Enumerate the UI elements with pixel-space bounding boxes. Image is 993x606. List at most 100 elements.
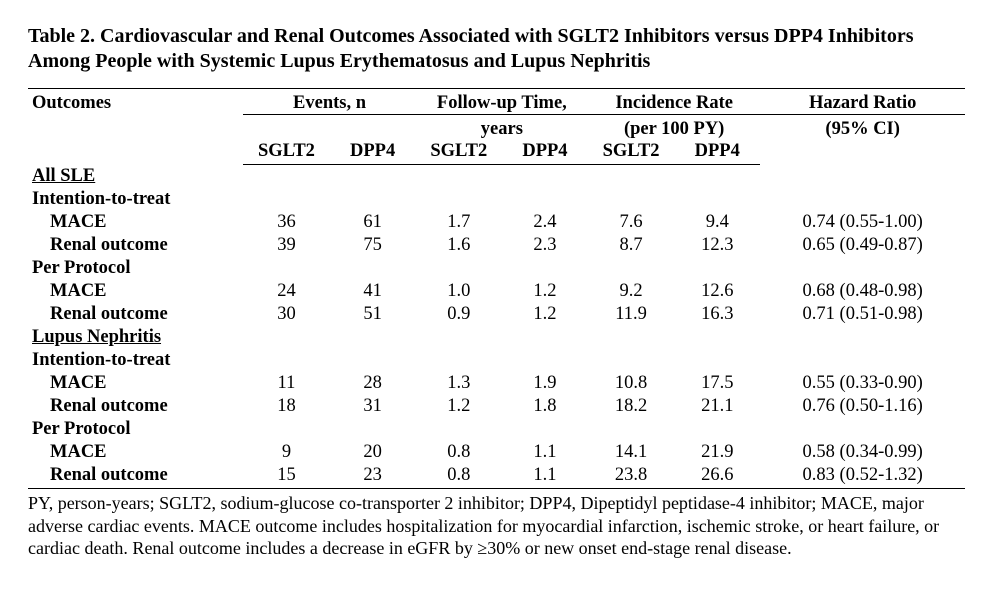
table-row: Renal outcome39751.62.38.712.30.65 (0.49… — [28, 234, 965, 257]
cell-events-dpp4: 23 — [330, 464, 416, 489]
cell-ir-dpp4: 21.9 — [674, 441, 760, 464]
cell-fu-sglt2: 0.8 — [416, 464, 502, 489]
outcomes-table: Outcomes Events, n Follow-up Time, Incid… — [28, 88, 965, 489]
col-incidence-l1: Incidence Rate — [588, 89, 760, 115]
cell-hr: 0.76 (0.50-1.16) — [760, 395, 965, 418]
analysis-label: Per Protocol — [28, 257, 965, 280]
analysis-row: Intention-to-treat — [28, 188, 965, 211]
cell-events-sglt2: 11 — [243, 372, 329, 395]
cell-ir-dpp4: 16.3 — [674, 303, 760, 326]
cell-events-sglt2: 15 — [243, 464, 329, 489]
header-row-1: Outcomes Events, n Follow-up Time, Incid… — [28, 89, 965, 115]
subhead-blank — [28, 140, 243, 165]
subhead-events-dpp4: DPP4 — [330, 140, 416, 165]
subhead-ir-dpp4: DPP4 — [674, 140, 760, 165]
cell-events-dpp4: 61 — [330, 211, 416, 234]
cell-events-sglt2: 24 — [243, 280, 329, 303]
cell-fu-sglt2: 0.8 — [416, 441, 502, 464]
cell-ir-sglt2: 9.2 — [588, 280, 674, 303]
table-row: Renal outcome30510.91.211.916.30.71 (0.5… — [28, 303, 965, 326]
cell-outcome: Renal outcome — [28, 395, 243, 418]
cell-events-dpp4: 20 — [330, 441, 416, 464]
cell-outcome: Renal outcome — [28, 303, 243, 326]
table-row: Renal outcome18311.21.818.221.10.76 (0.5… — [28, 395, 965, 418]
cell-events-sglt2: 18 — [243, 395, 329, 418]
cell-ir-sglt2: 10.8 — [588, 372, 674, 395]
cell-events-sglt2: 36 — [243, 211, 329, 234]
cell-ir-sglt2: 7.6 — [588, 211, 674, 234]
cell-fu-dpp4: 1.8 — [502, 395, 588, 418]
cell-events-sglt2: 30 — [243, 303, 329, 326]
subhead-fu-dpp4: DPP4 — [502, 140, 588, 165]
col-followup-l2: years — [416, 115, 588, 141]
cell-events-sglt2: 9 — [243, 441, 329, 464]
cell-outcome: Renal outcome — [28, 464, 243, 489]
cell-hr: 0.83 (0.52-1.32) — [760, 464, 965, 489]
section-row: All SLE — [28, 165, 965, 189]
cell-ir-dpp4: 21.1 — [674, 395, 760, 418]
analysis-label: Per Protocol — [28, 418, 965, 441]
table-row: MACE9200.81.114.121.90.58 (0.34-0.99) — [28, 441, 965, 464]
cell-hr: 0.68 (0.48-0.98) — [760, 280, 965, 303]
col-incidence-l2: (per 100 PY) — [588, 115, 760, 141]
table-body: All SLEIntention-to-treatMACE36611.72.47… — [28, 165, 965, 489]
subhead-fu-sglt2: SGLT2 — [416, 140, 502, 165]
cell-outcome: MACE — [28, 441, 243, 464]
col-followup-l1: Follow-up Time, — [416, 89, 588, 115]
cell-events-sglt2: 39 — [243, 234, 329, 257]
col-outcomes: Outcomes — [28, 89, 243, 141]
cell-hr: 0.74 (0.55-1.00) — [760, 211, 965, 234]
cell-events-dpp4: 31 — [330, 395, 416, 418]
table-row: MACE24411.01.29.212.60.68 (0.48-0.98) — [28, 280, 965, 303]
cell-hr: 0.65 (0.49-0.87) — [760, 234, 965, 257]
analysis-label: Intention-to-treat — [28, 349, 965, 372]
cell-fu-sglt2: 1.6 — [416, 234, 502, 257]
cell-outcome: MACE — [28, 280, 243, 303]
table-footnote: PY, person-years; SGLT2, sodium-glucose … — [28, 492, 965, 560]
cell-ir-sglt2: 18.2 — [588, 395, 674, 418]
table-row: MACE11281.31.910.817.50.55 (0.33-0.90) — [28, 372, 965, 395]
cell-ir-dpp4: 12.3 — [674, 234, 760, 257]
cell-ir-sglt2: 11.9 — [588, 303, 674, 326]
col-hr-l2: (95% CI) — [760, 115, 965, 141]
cell-fu-dpp4: 1.2 — [502, 303, 588, 326]
cell-events-dpp4: 41 — [330, 280, 416, 303]
cell-fu-dpp4: 2.4 — [502, 211, 588, 234]
header-row-2: SGLT2 DPP4 SGLT2 DPP4 SGLT2 DPP4 — [28, 140, 965, 165]
subhead-hr-blank — [760, 140, 965, 165]
cell-fu-dpp4: 2.3 — [502, 234, 588, 257]
section-label: Lupus Nephritis — [32, 327, 161, 347]
cell-outcome: Renal outcome — [28, 234, 243, 257]
col-events-blank — [243, 115, 415, 141]
section-row: Lupus Nephritis — [28, 326, 965, 349]
cell-events-dpp4: 75 — [330, 234, 416, 257]
col-hr-l1: Hazard Ratio — [760, 89, 965, 115]
cell-hr: 0.71 (0.51-0.98) — [760, 303, 965, 326]
cell-outcome: MACE — [28, 372, 243, 395]
analysis-row: Per Protocol — [28, 257, 965, 280]
section-label: All SLE — [32, 166, 95, 186]
table-row: Renal outcome15230.81.123.826.60.83 (0.5… — [28, 464, 965, 489]
cell-ir-sglt2: 23.8 — [588, 464, 674, 489]
subhead-events-sglt2: SGLT2 — [243, 140, 329, 165]
cell-ir-dpp4: 17.5 — [674, 372, 760, 395]
analysis-row: Per Protocol — [28, 418, 965, 441]
analysis-row: Intention-to-treat — [28, 349, 965, 372]
cell-events-dpp4: 51 — [330, 303, 416, 326]
cell-ir-sglt2: 14.1 — [588, 441, 674, 464]
subhead-ir-sglt2: SGLT2 — [588, 140, 674, 165]
analysis-label: Intention-to-treat — [28, 188, 965, 211]
cell-fu-sglt2: 1.2 — [416, 395, 502, 418]
cell-fu-sglt2: 1.3 — [416, 372, 502, 395]
cell-ir-dpp4: 12.6 — [674, 280, 760, 303]
cell-fu-sglt2: 1.0 — [416, 280, 502, 303]
table-title: Table 2. Cardiovascular and Renal Outcom… — [28, 24, 965, 74]
table-row: MACE36611.72.47.69.40.74 (0.55-1.00) — [28, 211, 965, 234]
cell-ir-sglt2: 8.7 — [588, 234, 674, 257]
cell-events-dpp4: 28 — [330, 372, 416, 395]
cell-fu-sglt2: 1.7 — [416, 211, 502, 234]
cell-fu-dpp4: 1.9 — [502, 372, 588, 395]
cell-fu-dpp4: 1.1 — [502, 464, 588, 489]
cell-fu-dpp4: 1.2 — [502, 280, 588, 303]
col-events: Events, n — [243, 89, 415, 115]
